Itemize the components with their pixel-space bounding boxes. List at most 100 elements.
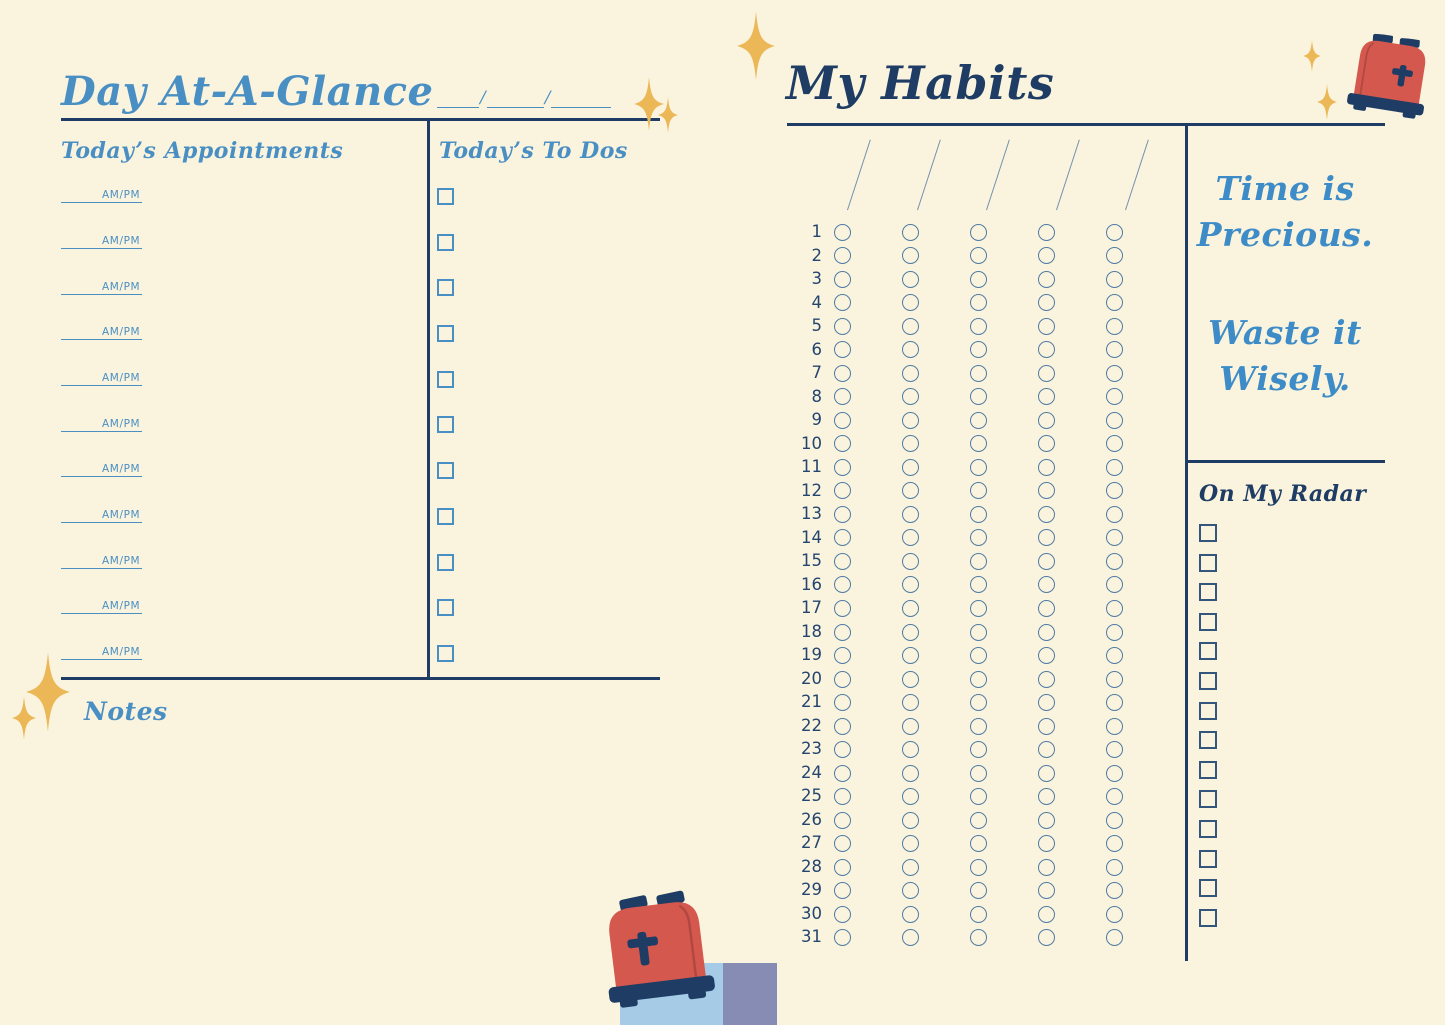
habit-circle[interactable] — [970, 317, 987, 335]
radar-checkbox[interactable] — [1199, 642, 1217, 661]
habit-circle[interactable] — [834, 905, 851, 923]
habit-circle[interactable] — [1106, 858, 1123, 876]
habit-circle[interactable] — [970, 294, 987, 312]
habit-circle[interactable] — [970, 411, 987, 429]
habit-circle[interactable] — [902, 364, 919, 382]
radar-checkbox[interactable] — [1199, 819, 1217, 838]
habit-circle[interactable] — [902, 270, 919, 288]
habit-circle[interactable] — [1106, 529, 1123, 547]
habit-circle[interactable] — [902, 764, 919, 782]
date-blank-day[interactable] — [486, 87, 544, 108]
habit-circle[interactable] — [1106, 552, 1123, 570]
habit-circle[interactable] — [834, 717, 851, 735]
habit-circle[interactable] — [834, 223, 851, 241]
habit-circle[interactable] — [970, 223, 987, 241]
habit-circle[interactable] — [970, 529, 987, 547]
habit-circle[interactable] — [834, 270, 851, 288]
habit-circle[interactable] — [834, 600, 851, 617]
habit-circle[interactable] — [1106, 270, 1123, 288]
habit-circle[interactable] — [1106, 835, 1123, 853]
habit-circle[interactable] — [1106, 505, 1123, 523]
date-fill-in[interactable]: / / — [437, 84, 612, 108]
appointment-blank-line[interactable] — [61, 522, 142, 523]
habit-circle[interactable] — [834, 882, 851, 900]
habit-circle[interactable] — [1038, 647, 1055, 665]
habit-circle[interactable] — [1038, 435, 1055, 453]
radar-checkbox[interactable] — [1199, 731, 1217, 750]
habit-circle[interactable] — [1038, 247, 1055, 265]
appointment-blank-line[interactable] — [61, 247, 142, 249]
habit-circle[interactable] — [1106, 600, 1123, 617]
habit-circle[interactable] — [902, 623, 919, 641]
habit-circle[interactable] — [902, 388, 919, 406]
habit-circle[interactable] — [1106, 717, 1123, 735]
habit-circle[interactable] — [834, 529, 851, 547]
todo-checkbox[interactable] — [437, 370, 454, 388]
habit-circle[interactable] — [834, 623, 851, 641]
radar-checkbox[interactable] — [1199, 760, 1217, 779]
habit-circle[interactable] — [1106, 905, 1123, 923]
habit-circle[interactable] — [1038, 600, 1055, 617]
habit-circle[interactable] — [1038, 529, 1055, 547]
habit-circle[interactable] — [1038, 458, 1055, 476]
habit-circle[interactable] — [902, 905, 919, 923]
habit-circle[interactable] — [970, 435, 987, 453]
date-blank-year[interactable] — [551, 87, 612, 108]
todo-checkbox[interactable] — [437, 279, 454, 297]
appointment-blank-line[interactable] — [61, 567, 142, 569]
habit-circle[interactable] — [902, 247, 919, 265]
habit-circle[interactable] — [834, 576, 851, 594]
habit-circle[interactable] — [1106, 482, 1123, 500]
habit-circle[interactable] — [834, 411, 851, 429]
habit-circle[interactable] — [970, 858, 987, 876]
habit-circle[interactable] — [1038, 623, 1055, 641]
habit-circle[interactable] — [970, 364, 987, 382]
todo-checkbox[interactable] — [437, 644, 454, 662]
habit-circle[interactable] — [970, 552, 987, 570]
habit-circle[interactable] — [1038, 882, 1055, 900]
habit-circle[interactable] — [1106, 741, 1123, 759]
habit-circle[interactable] — [970, 341, 987, 359]
habit-circle[interactable] — [1038, 717, 1055, 735]
habit-circle[interactable] — [902, 435, 919, 453]
habit-circle[interactable] — [1106, 317, 1123, 335]
habit-circle[interactable] — [1106, 435, 1123, 453]
appointment-blank-line[interactable] — [61, 613, 142, 615]
habit-circle[interactable] — [834, 929, 851, 947]
habit-circle[interactable] — [1038, 929, 1055, 947]
habit-circle[interactable] — [970, 835, 987, 853]
habit-circle[interactable] — [1038, 811, 1055, 829]
habit-circle[interactable] — [902, 411, 919, 429]
habit-column-label-line[interactable] — [1055, 139, 1080, 211]
habit-circle[interactable] — [902, 929, 919, 947]
habit-circle[interactable] — [1038, 505, 1055, 523]
habit-circle[interactable] — [970, 764, 987, 782]
habit-circle[interactable] — [1038, 670, 1055, 688]
habit-circle[interactable] — [1038, 294, 1055, 312]
habit-circle[interactable] — [1106, 458, 1123, 476]
habit-circle[interactable] — [834, 317, 851, 335]
habit-circle[interactable] — [1038, 764, 1055, 782]
habit-circle[interactable] — [834, 247, 851, 265]
habit-circle[interactable] — [970, 482, 987, 500]
habit-column-label-line[interactable] — [916, 139, 941, 211]
habit-circle[interactable] — [1106, 647, 1123, 665]
habit-circle[interactable] — [834, 858, 851, 876]
habit-circle[interactable] — [834, 764, 851, 782]
habit-circle[interactable] — [970, 458, 987, 476]
habit-circle[interactable] — [902, 600, 919, 617]
todo-checkbox[interactable] — [437, 553, 454, 571]
todo-checkbox[interactable] — [437, 325, 454, 343]
habit-circle[interactable] — [902, 717, 919, 735]
habit-circle[interactable] — [970, 623, 987, 641]
habit-circle[interactable] — [902, 223, 919, 241]
habit-circle[interactable] — [1038, 364, 1055, 382]
habit-circle[interactable] — [970, 505, 987, 523]
habit-circle[interactable] — [1106, 694, 1123, 712]
appointment-blank-line[interactable] — [61, 293, 142, 295]
habit-circle[interactable] — [1106, 811, 1123, 829]
radar-checkbox[interactable] — [1199, 908, 1217, 927]
appointment-blank-line[interactable] — [61, 476, 142, 478]
habit-circle[interactable] — [1038, 341, 1055, 359]
habit-column-label-line[interactable] — [847, 139, 871, 211]
